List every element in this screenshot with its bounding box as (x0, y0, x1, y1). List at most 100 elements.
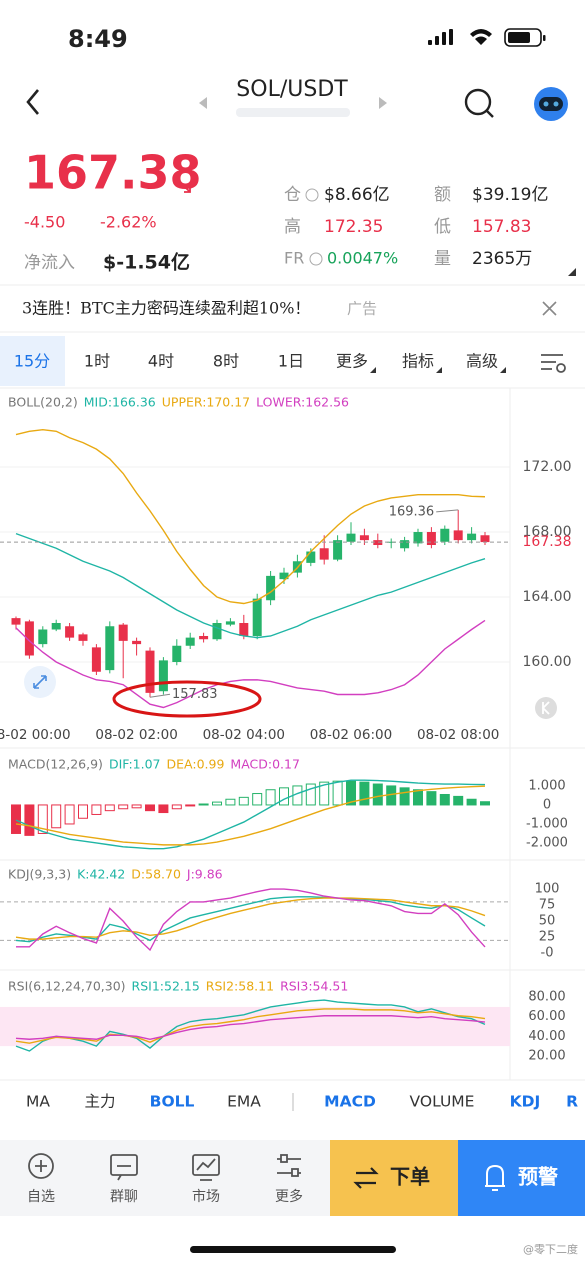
legend-item: MID:166.36 (84, 395, 156, 410)
candle-body (51, 622, 61, 630)
hand-drawn-circle (112, 680, 262, 718)
period-tab[interactable]: 更多 (336, 352, 368, 371)
y-tick-label: -2.000 (526, 835, 568, 850)
last-price: 167.38 (24, 146, 202, 200)
x-tick-label: 08-02 06:00 (310, 727, 392, 743)
period-tab[interactable]: 指标 (402, 352, 434, 371)
avatar[interactable] (534, 87, 568, 121)
ad-text[interactable]: 3连胜！BTC主力密码连续盈利超10%！ (22, 299, 310, 318)
info-icon[interactable] (309, 252, 323, 266)
alert-label[interactable]: 预警 (518, 1165, 558, 1189)
tab-icon[interactable] (192, 1154, 220, 1181)
macd-bar (185, 804, 196, 807)
legend-item: D:58.70 (131, 867, 181, 882)
dropdown-caret (500, 367, 506, 373)
macd-bar (171, 804, 182, 810)
next-symbol[interactable] (379, 97, 387, 109)
indicator-tab[interactable]: VOLUME (410, 1093, 475, 1111)
indicator-tab[interactable]: EMA (227, 1093, 261, 1111)
candle-body (440, 528, 450, 542)
macd-bar (118, 804, 129, 810)
symbol-title[interactable]: SOL/USDT (236, 77, 348, 102)
back-button[interactable] (26, 89, 39, 115)
k-badge[interactable] (535, 697, 557, 719)
indicator-line (15, 999, 486, 1052)
x-tick-label: 08-02 00:00 (0, 727, 71, 743)
legend-item: K:42.42 (77, 867, 125, 882)
alert-button[interactable] (458, 1140, 585, 1216)
candle-body (11, 618, 21, 625)
y-tick-label: -0 (541, 946, 554, 961)
candle-body (132, 640, 142, 645)
period-tab[interactable]: 1日 (278, 352, 304, 371)
y-tick-label: 40.00 (528, 1029, 565, 1044)
candle-body (239, 622, 249, 636)
order-icon (353, 1167, 379, 1189)
legend-item: RSI(6,12,24,70,30) (8, 979, 126, 994)
y-tick-label: 0 (543, 797, 551, 812)
candle-body (225, 621, 235, 625)
period-tab[interactable]: 1时 (84, 352, 110, 371)
order-label[interactable]: 下单 (390, 1165, 430, 1189)
info-icon[interactable] (305, 188, 319, 202)
candle-body (413, 532, 423, 544)
macd-bar (346, 780, 356, 806)
expand-corner[interactable] (568, 268, 576, 276)
order-button[interactable] (330, 1140, 458, 1216)
indicator-line (15, 428, 486, 605)
macd-bar (11, 804, 21, 834)
indicator-tab[interactable]: MA (26, 1093, 50, 1111)
candle-body (199, 635, 209, 640)
candle-body (212, 622, 222, 640)
down-arrow (179, 181, 191, 193)
tab-label[interactable]: 更多 (275, 1188, 303, 1205)
stat-label: 量 (434, 249, 451, 269)
y-tick-label: 1.000 (528, 778, 565, 793)
legend-item: KDJ(9,3,3) (8, 867, 71, 882)
search-button[interactable] (464, 88, 494, 118)
tab-icon[interactable] (277, 1154, 301, 1177)
macd-bar (51, 804, 62, 829)
indicator-tab[interactable]: KDJ (510, 1093, 541, 1111)
macd-bar (212, 801, 222, 806)
stat-label: 低 (434, 217, 451, 237)
macd-bar (439, 793, 450, 806)
macd-bar (198, 803, 209, 806)
indicator-tab[interactable]: 主力 (84, 1093, 115, 1111)
indicator-tab[interactable]: BOLL (150, 1093, 195, 1111)
chart-settings-icon[interactable] (541, 354, 566, 373)
period-tab[interactable]: 4时 (148, 352, 174, 371)
low-label: 157.83 (172, 687, 218, 702)
macd-bar (91, 804, 102, 815)
y-tick-label: 164.00 (523, 589, 572, 605)
tab-icon[interactable] (28, 1153, 54, 1179)
indicator-tab[interactable]: MACD (324, 1093, 376, 1111)
tab-label[interactable]: 群聊 (110, 1189, 138, 1205)
tab-icon[interactable] (110, 1154, 138, 1181)
fullscreen-button[interactable] (24, 666, 56, 698)
indicator-tab[interactable]: R (566, 1093, 578, 1111)
macd-bar (131, 804, 142, 809)
ad-close[interactable] (542, 301, 557, 316)
candle-body (453, 530, 463, 541)
indicator-line (15, 785, 486, 846)
legend-item: MACD:0.17 (230, 757, 300, 772)
period-tab[interactable]: 高级 (466, 352, 498, 371)
price-change-pct: -2.62% (100, 213, 157, 232)
candle-body (91, 647, 101, 672)
tab-label[interactable]: 自选 (27, 1189, 55, 1205)
candle-body (359, 535, 369, 541)
period-tab[interactable]: 15分 (14, 352, 50, 371)
prev-symbol[interactable] (199, 97, 207, 109)
status-time: 8:49 (68, 25, 128, 53)
period-tab[interactable]: 8时 (213, 352, 239, 371)
stat-value: 0.0047% (327, 249, 398, 268)
stat-label: 仓 (284, 185, 301, 205)
legend-item: RSI2:58.11 (206, 979, 274, 994)
legend-item: J:9.86 (186, 867, 223, 882)
home-indicator (190, 1246, 396, 1253)
y-tick-label: 80.00 (528, 990, 565, 1005)
legend-item: LOWER:162.56 (256, 395, 349, 410)
status-icons (428, 28, 546, 47)
tab-label[interactable]: 市场 (192, 1188, 220, 1205)
